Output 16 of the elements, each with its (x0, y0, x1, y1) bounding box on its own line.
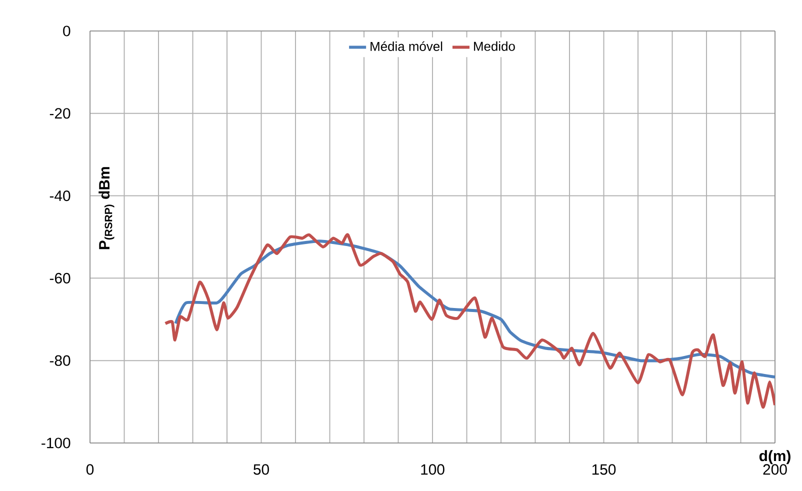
y-axis-title: P$_{(RSRP)}$ dBm (98, 167, 114, 250)
y-tick-label: -40 (50, 190, 70, 202)
y-tick-label: -60 (50, 272, 70, 284)
x-tick-label: 200 (763, 464, 787, 475)
y-tick-label: 0 (63, 26, 70, 36)
legend-label: Média móvel (370, 41, 442, 52)
y-tick-label: -80 (50, 355, 70, 366)
legend-label: Medido (474, 41, 515, 51)
y-tick-label: -20 (50, 108, 70, 119)
y-tick-label: -100 (42, 438, 70, 448)
x-axis-title: d(m) (759, 450, 790, 464)
line-series (164, 233, 776, 409)
x-tick-label: 150 (592, 464, 616, 475)
x-tick-label: 0 (86, 464, 94, 475)
x-tick-label: 100 (421, 464, 444, 475)
x-tick-label: 50 (254, 464, 269, 475)
